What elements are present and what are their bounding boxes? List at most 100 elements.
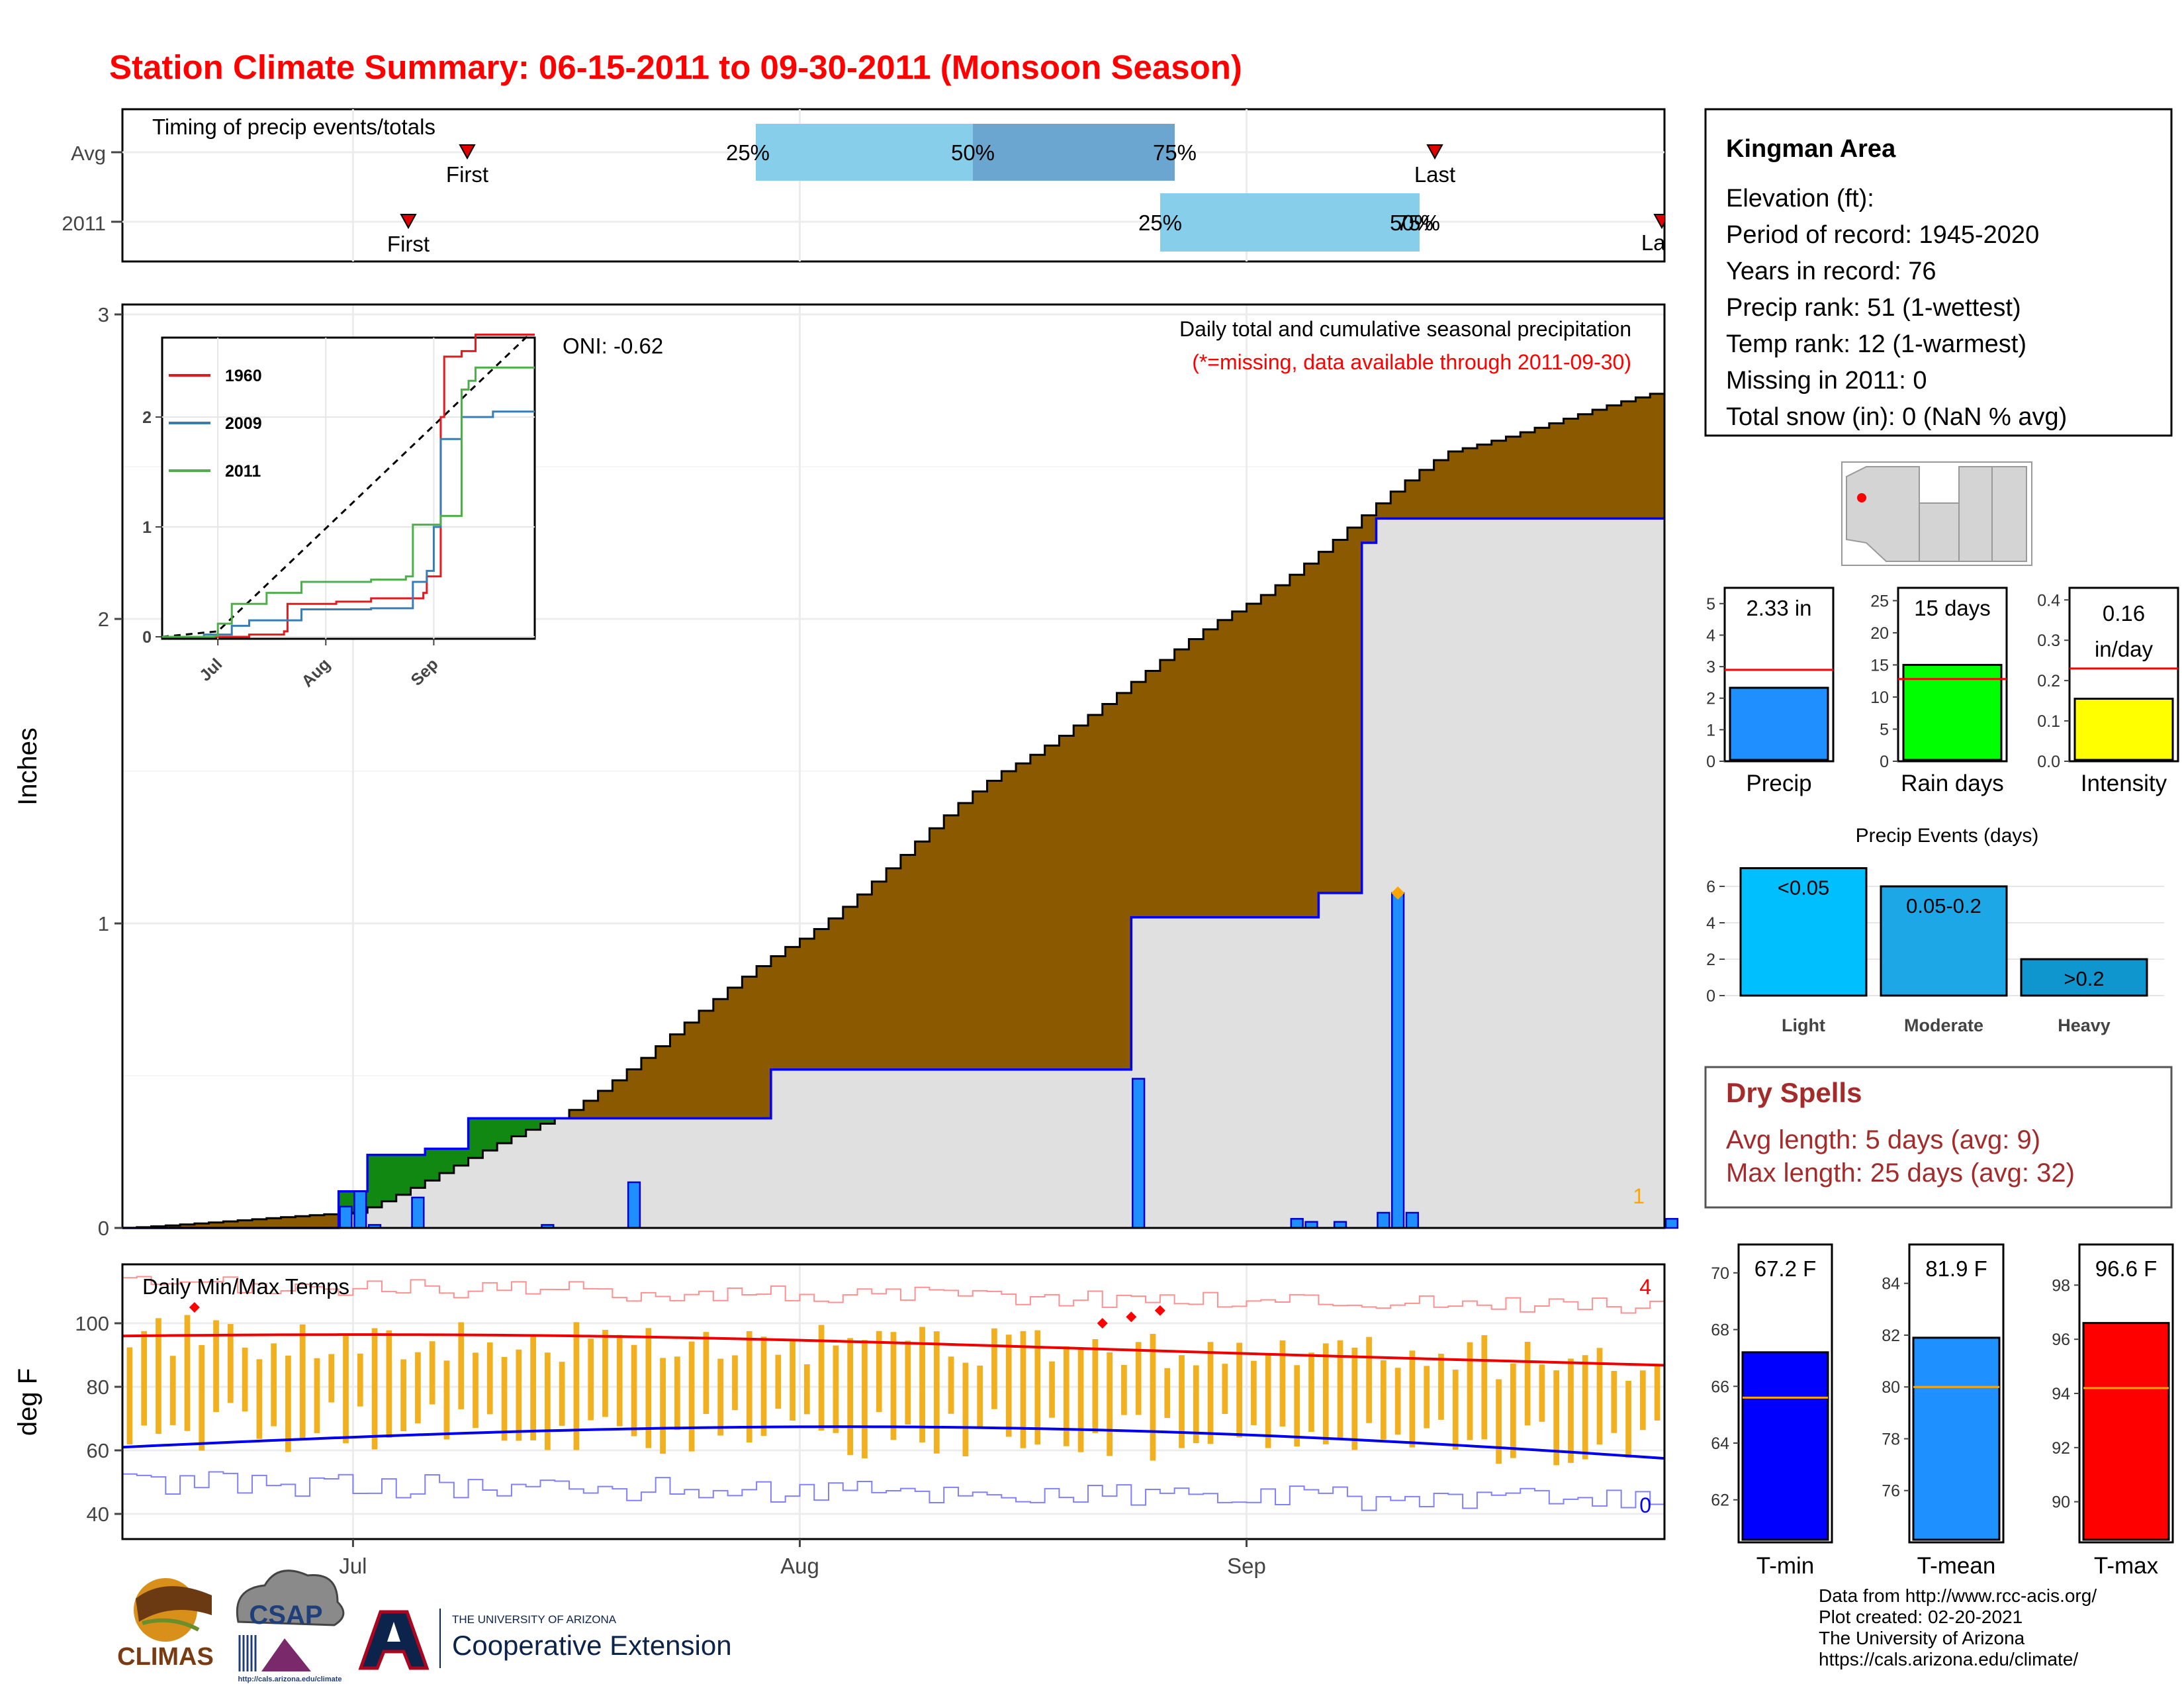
events-bar-Moderate xyxy=(1880,885,2008,997)
timing-row-2011: 2011 xyxy=(62,212,106,235)
daily-temp-bar xyxy=(1322,1343,1329,1444)
events-ytick-label: 0 xyxy=(1706,987,1715,1006)
daily-temp-bar xyxy=(184,1315,191,1431)
daily-temp-bar xyxy=(717,1358,724,1436)
dry-spells-box xyxy=(1704,1066,2173,1209)
temp-summary-ytick-label: 98 xyxy=(2052,1276,2070,1295)
stat-ytick-label: 20 xyxy=(1870,624,1889,643)
precip-surplus-area xyxy=(439,1149,455,1174)
timing-avg-75: 75% xyxy=(1153,140,1197,165)
daily-temp-bar xyxy=(400,1359,406,1432)
main-note1: Daily total and cumulative seasonal prec… xyxy=(1179,317,1631,341)
temps-ylabel: deg F xyxy=(13,1368,42,1436)
precip-surplus-area xyxy=(525,1118,541,1130)
temps-ytick-label: 40 xyxy=(87,1503,109,1526)
daily-temp-bar xyxy=(1611,1371,1617,1433)
footer-line: Data from http://www.rcc-acis.org/ xyxy=(1819,1585,2097,1606)
daily-temp-bar xyxy=(1107,1352,1113,1456)
daily-temp-bar xyxy=(1452,1370,1459,1450)
precip-surplus-area xyxy=(453,1149,469,1166)
daily-temp-bar xyxy=(631,1344,637,1436)
events-bar-label: <0.05 xyxy=(1778,876,1829,900)
temps-ytick-label: 80 xyxy=(87,1376,109,1399)
precip-surplus-area xyxy=(540,1118,555,1124)
daily-temp-bar xyxy=(1351,1347,1358,1450)
daily-precip-bar xyxy=(339,1205,353,1229)
station-location-dot xyxy=(1857,493,1866,502)
daily-temp-bar xyxy=(1063,1346,1069,1446)
daily-temp-bar xyxy=(818,1325,825,1431)
inset-ytick-label: 2 xyxy=(142,408,152,427)
daily-temp-bar xyxy=(357,1353,363,1407)
timing-2011-50: 50% xyxy=(1390,211,1433,235)
daily-temp-bar xyxy=(1222,1364,1228,1415)
daily-temp-bar xyxy=(876,1331,882,1413)
daily-temp-bar xyxy=(660,1358,666,1454)
temp-summary-ytick-label: 64 xyxy=(1711,1434,1729,1453)
timing-avg-first-marker xyxy=(459,144,476,160)
timing-2011-25-75 xyxy=(1160,193,1420,252)
timing-2011-last-marker xyxy=(1653,214,1664,230)
daily-temp-bar xyxy=(847,1338,854,1456)
precip-surplus-area xyxy=(410,1154,426,1188)
climas-logo-shape xyxy=(136,1586,212,1622)
temps-ytick-label: 60 xyxy=(87,1439,109,1462)
timing-2011-last-group: Last xyxy=(1641,214,1664,255)
daily-temp-bar xyxy=(443,1360,450,1440)
temp-summary-xlabel: T-max xyxy=(2094,1553,2159,1579)
station-info-box xyxy=(1704,108,2173,437)
oni-label: ONI: -0.62 xyxy=(563,334,663,358)
stat-ytick-label: 15 xyxy=(1870,656,1889,675)
inset-series-line-1960 xyxy=(162,334,535,638)
record-high-marker xyxy=(189,1302,200,1313)
stat-ytick-label: 0.0 xyxy=(2037,753,2060,771)
timing-2011-75: 75% xyxy=(1396,211,1440,235)
temp-summary-ytick-label: 94 xyxy=(2052,1385,2070,1403)
dry-spells-title: Dry Spells xyxy=(1726,1077,1862,1108)
daily-temp-bar xyxy=(1539,1364,1545,1422)
events-bar-Light xyxy=(1739,867,1868,997)
daily-temp-bar xyxy=(1150,1334,1156,1461)
station-info-line: Temp rank: 12 (1-warmest) xyxy=(1726,330,2026,358)
temp-summary-ytick-label: 68 xyxy=(1711,1321,1729,1340)
daily-temp-bar xyxy=(1236,1342,1242,1438)
temp-summary-ytick-label: 76 xyxy=(1882,1482,1900,1501)
daily-temp-bar xyxy=(602,1330,608,1417)
temp-summary-ytick-label: 78 xyxy=(1882,1430,1900,1448)
daily-temp-bar xyxy=(486,1342,493,1415)
daily-temp-bar xyxy=(688,1341,695,1452)
temp-summary-bar-T-max xyxy=(2082,1322,2170,1541)
events-ytick-label: 6 xyxy=(1706,878,1715,896)
timing-2011-first-label: First xyxy=(387,232,430,256)
events-title: Precip Events (days) xyxy=(1856,825,2039,847)
daily-precip-bar xyxy=(1377,1211,1390,1229)
timing-title: Timing of precip events/totals xyxy=(152,115,435,139)
main-missing-count: 1 xyxy=(1633,1184,1645,1208)
daily-temp-bar xyxy=(1568,1358,1574,1463)
precip-surplus-area xyxy=(482,1118,498,1150)
main-panel-border xyxy=(121,303,1666,1229)
timing-2011-first-marker xyxy=(400,214,417,230)
climas-logo-text: CLIMAS xyxy=(117,1643,214,1671)
stat-ytick-label: 5 xyxy=(1706,595,1715,614)
stat-unit-label: in/day xyxy=(2095,637,2154,661)
daily-temp-bar xyxy=(227,1324,234,1403)
temps-ytick-label: 100 xyxy=(75,1312,109,1335)
temp-summary-bar-T-min xyxy=(1741,1351,1829,1541)
precip-surplus-area xyxy=(497,1118,512,1144)
daily-temp-bar xyxy=(199,1344,205,1451)
temp-summary-ytick-label: 84 xyxy=(1882,1275,1900,1293)
station-info-line: Total snow (in): 0 (NaN % avg) xyxy=(1726,403,2067,431)
precip-surplus-area xyxy=(511,1118,527,1137)
main-note2: (*=missing, data available through 2011-… xyxy=(1192,350,1631,374)
events-bar-label: >0.2 xyxy=(2064,967,2104,990)
daily-temp-bar xyxy=(501,1356,508,1441)
temps-xtick-label: Jul xyxy=(339,1554,367,1578)
daily-temp-bar xyxy=(386,1330,392,1438)
stat-value-label: 2.33 in xyxy=(1746,596,1811,620)
daily-precip-bar xyxy=(411,1196,425,1229)
stat-ytick-label: 2 xyxy=(1706,690,1715,708)
temp-summary-value: 96.6 F xyxy=(2095,1256,2158,1281)
daily-temp-bar xyxy=(1308,1352,1314,1432)
